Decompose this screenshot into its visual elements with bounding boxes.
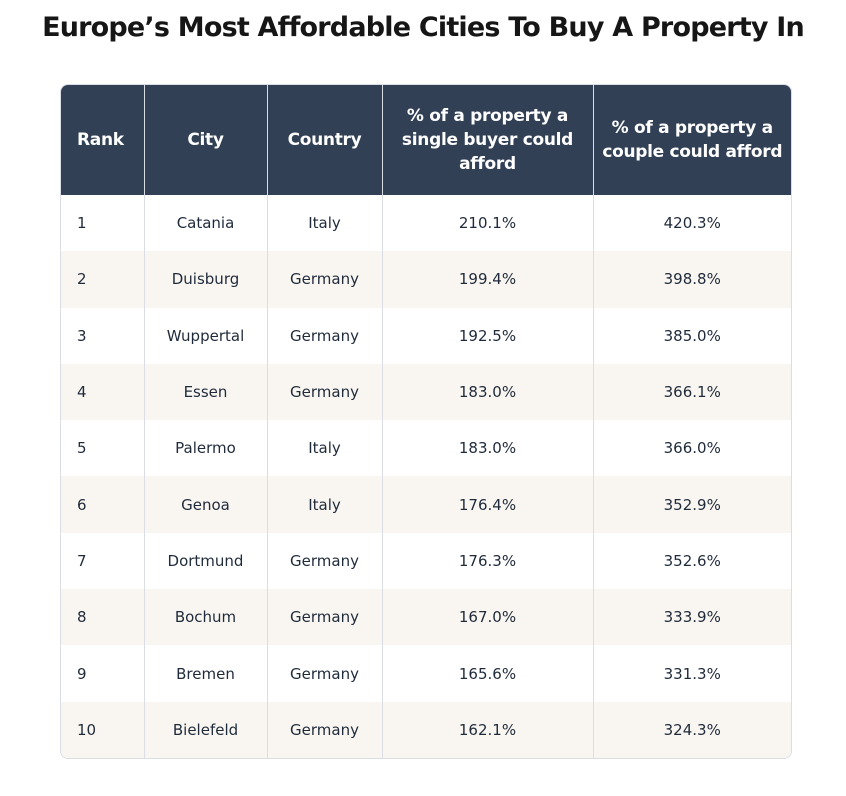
- cell-couple: 398.8%: [593, 251, 791, 308]
- cell-couple: 385.0%: [663, 326, 721, 345]
- cell-couple: 352.6%: [663, 551, 721, 570]
- cell-country: Italy: [267, 420, 383, 477]
- cell-couple: 366.1%: [593, 363, 791, 421]
- cell-country: Italy: [267, 195, 383, 252]
- cell-country: Germany: [267, 532, 383, 590]
- cell-couple: 352.9%: [593, 476, 791, 533]
- cell-city: Duisburg: [144, 251, 268, 308]
- column-header-single-buyer: % of a property a single buyer could aff…: [382, 85, 594, 195]
- cell-rank: 6: [61, 476, 145, 533]
- cell-city: Genoa: [144, 476, 268, 533]
- cell-rank: 4: [61, 363, 145, 421]
- cell-couple: 366.0%: [663, 439, 721, 458]
- table-row: 2 Duisburg Germany 199.4% 398.8%: [61, 251, 791, 308]
- cell-couple: 420.3%: [663, 214, 721, 233]
- cell-country: Italy: [267, 476, 383, 533]
- table-row: 10 Bielefeld Germany 162.1% 324.3%: [61, 701, 791, 758]
- cell-single-buyer: 210.1%: [382, 195, 594, 252]
- cell-rank: 1: [61, 195, 145, 252]
- cell-rank: 5: [61, 420, 145, 477]
- cell-single-buyer: 162.1%: [382, 701, 594, 758]
- affordability-table: Rank City Country% of a property a single …: [61, 85, 791, 758]
- column-header-rank: Rank: [61, 85, 145, 195]
- cell-city: Bochum: [144, 589, 268, 646]
- cell-country: Germany: [267, 701, 383, 758]
- table-row: 5 Palermo Italy 183.0% 366.0%: [61, 420, 791, 477]
- cell-couple: 331.3%: [663, 664, 721, 683]
- cell-country: Germany: [267, 645, 383, 702]
- cell-rank: 3: [61, 307, 145, 364]
- table-row: 1 Catania Italy 210.1% 420.3%: [61, 195, 791, 252]
- cell-single-buyer: 199.4%: [382, 251, 594, 308]
- table-row: 6 Genoa Italy 176.4% 352.9%: [61, 476, 791, 533]
- table-row: 9 Bremen Germany 165.6% 331.3%: [61, 645, 791, 702]
- cell-city: Essen: [144, 363, 268, 421]
- table-row: 3 Wuppertal Germany 192.5% 385.0%: [61, 307, 791, 364]
- table-row: 8 Bochum Germany 167.0% 333.9%: [61, 589, 791, 646]
- cell-single-buyer: 176.3%: [382, 532, 594, 590]
- cell-city: Dortmund: [144, 532, 268, 590]
- cell-rank: 10: [61, 701, 145, 758]
- cell-country: Germany: [267, 307, 383, 364]
- table-header-row: Rank City Country% of a property a single …: [61, 85, 791, 195]
- cell-country: Germany: [267, 589, 383, 646]
- cell-city: Bielefeld: [144, 701, 268, 758]
- cell-city: Wuppertal: [144, 307, 268, 364]
- cell-single-buyer: 183.0%: [382, 363, 594, 421]
- column-header-country: Country: [267, 85, 383, 195]
- column-header-couple: % of a property a couple could afford: [593, 85, 791, 195]
- cell-country: Germany: [267, 251, 383, 308]
- cell-single-buyer: 183.0%: [382, 420, 594, 477]
- cell-rank: 2: [61, 251, 145, 308]
- cell-couple: 324.3%: [593, 701, 791, 758]
- cell-couple: 333.9%: [593, 589, 791, 646]
- cell-city: Palermo: [144, 420, 268, 477]
- cell-rank: 9: [61, 645, 145, 702]
- affordability-table-container: Rank City Country% of a property a single …: [60, 84, 792, 759]
- cell-single-buyer: 165.6%: [382, 645, 594, 702]
- cell-city: Bremen: [144, 645, 268, 702]
- page-title: Europe’s Most Affordable Cities To Buy A…: [42, 12, 805, 43]
- column-header-city: City: [144, 85, 268, 195]
- cell-single-buyer: 167.0%: [382, 589, 594, 646]
- cell-single-buyer: 176.4%: [382, 476, 594, 533]
- cell-single-buyer: 192.5%: [382, 307, 594, 364]
- cell-city: Catania: [144, 195, 268, 252]
- table-row: 4 Essen Germany 183.0% 366.1%: [61, 363, 791, 421]
- cell-rank: 7: [61, 532, 145, 590]
- table-row: 7 Dortmund Germany 176.3% 352.6%: [61, 532, 791, 590]
- cell-rank: 8: [61, 589, 145, 646]
- cell-country: Germany: [267, 363, 383, 421]
